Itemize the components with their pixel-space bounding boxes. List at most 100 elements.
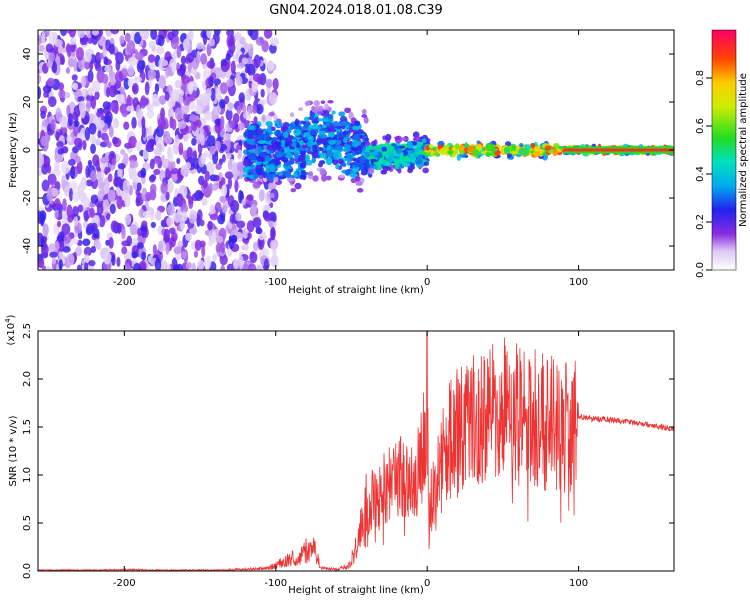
spectrogram-cell <box>68 30 77 38</box>
spectrogram-cell <box>320 134 328 139</box>
colorbar-tick-label: 0.8 <box>695 70 706 86</box>
spectrogram-cell <box>334 145 343 151</box>
spectrogram-cell <box>82 139 87 151</box>
spectrogram-cell <box>67 158 76 166</box>
spectrogram-cell <box>83 210 90 222</box>
spectrogram-cell <box>115 186 121 196</box>
spectrogram-cell <box>58 258 63 270</box>
spectrogram-cell <box>181 211 188 222</box>
spectrogram-cell <box>257 145 263 153</box>
spectrogram-cell <box>85 100 91 113</box>
spectrogram-cell <box>75 47 85 61</box>
spectrogram-cell <box>353 133 360 141</box>
spectrogram-cell <box>303 132 311 137</box>
spectrogram-cell <box>48 243 56 253</box>
spectrogram-cell <box>334 128 341 134</box>
spectrogram-cell <box>464 147 469 154</box>
spectrogram-cell <box>86 223 96 234</box>
spectrogram-cell <box>249 251 255 259</box>
spectrogram-cell <box>234 32 242 41</box>
spectrogram-cell <box>83 246 92 257</box>
spectrogram-cell <box>90 194 99 204</box>
spectrogram-cell <box>66 253 75 266</box>
spectrogram-cell <box>226 152 232 160</box>
spectrogram-cell <box>385 133 392 141</box>
spectrogram-cell <box>342 118 348 122</box>
spectrogram-cell <box>247 105 254 113</box>
spectrogram-cell <box>46 188 53 202</box>
spectrogram-cell <box>57 148 65 155</box>
spectrogram-cell <box>258 233 265 241</box>
spectrogram-cell <box>399 145 406 149</box>
spectrogram-cell <box>40 110 46 119</box>
spectrogram-cell <box>108 85 117 98</box>
spectrogram-cell <box>329 125 335 132</box>
spectrogram-cell <box>331 110 336 115</box>
spectrogram-cell <box>355 181 363 186</box>
spectrogram-cell <box>185 53 195 63</box>
spectrogram-cell <box>61 161 70 175</box>
spectrogram-cell <box>276 160 282 165</box>
spectrogram-cell <box>65 67 71 74</box>
spectrogram-cell <box>209 213 219 221</box>
spectrogram-cell <box>69 188 74 202</box>
spectrogram-cell <box>157 117 167 130</box>
spectrogram-cell <box>285 153 293 159</box>
spectrogram-cell <box>194 239 202 251</box>
spectrogram-cell <box>61 223 71 236</box>
spectrogram-cell <box>338 111 346 117</box>
spectrogram-cell <box>185 232 193 242</box>
spectrogram-cell <box>84 60 90 70</box>
spectrogram-cell <box>201 92 208 107</box>
spectrogram-cell <box>338 174 346 179</box>
spectrogram-cell <box>46 77 55 87</box>
spectrogram-cell <box>148 125 153 137</box>
spectrogram-cell <box>149 158 155 170</box>
spectrogram-cell <box>421 138 427 144</box>
spectrogram-cell <box>171 30 179 37</box>
colorbar: 0.0 0.2 0.4 0.6 0.8 Normalized spectral ampl… <box>695 29 749 278</box>
spectrogram-tone-core <box>563 148 674 152</box>
spectrogram-cell <box>308 131 317 135</box>
spectrogram-cell <box>272 78 279 91</box>
spectrogram-cell <box>214 140 221 152</box>
spectrogram-cell <box>265 121 273 126</box>
spectrogram-cell <box>81 88 87 97</box>
spectrogram-cell <box>257 133 266 141</box>
spectrogram-cell <box>283 131 289 139</box>
spectrogram-cell <box>328 131 335 138</box>
spectrogram-cell <box>79 37 88 46</box>
spectrogram-cell <box>485 151 491 158</box>
spectrogram-cell <box>242 104 247 114</box>
spectrogram-cell <box>443 144 450 149</box>
spectrogram-cell <box>176 67 186 77</box>
spectrogram-cell <box>307 135 314 142</box>
spectrogram-cell <box>38 73 42 85</box>
spectrogram-cell <box>258 189 265 202</box>
spectrogram-cell <box>154 257 162 270</box>
spectrogram-cell <box>395 148 402 155</box>
spectrogram-cell <box>208 75 214 87</box>
spectrogram-cell <box>350 146 359 152</box>
spectrogram-cell <box>127 77 135 88</box>
spectrogram-cell <box>262 161 268 165</box>
spectrogram-cell <box>45 43 54 53</box>
spectrogram-cell <box>236 161 245 172</box>
spectrogram-cell <box>215 87 222 101</box>
spectrogram-cell <box>40 135 49 147</box>
spectrogram-cell <box>73 216 79 227</box>
spectrogram-cell <box>387 146 393 153</box>
spectrogram-cell <box>244 43 252 50</box>
spectrogram-cell <box>135 197 141 207</box>
spectrogram-cell <box>271 136 278 142</box>
spectrogram-cell <box>144 81 150 96</box>
spectrogram-cell <box>80 75 87 88</box>
spectrogram-cell <box>102 199 110 212</box>
spectrogram-cell <box>214 201 222 213</box>
spectrogram-cell <box>524 144 532 150</box>
spectrogram-cell <box>265 131 270 138</box>
spectrogram-cell <box>439 147 448 155</box>
spectrogram-cell <box>52 61 58 74</box>
spectrogram-cell <box>247 263 257 270</box>
